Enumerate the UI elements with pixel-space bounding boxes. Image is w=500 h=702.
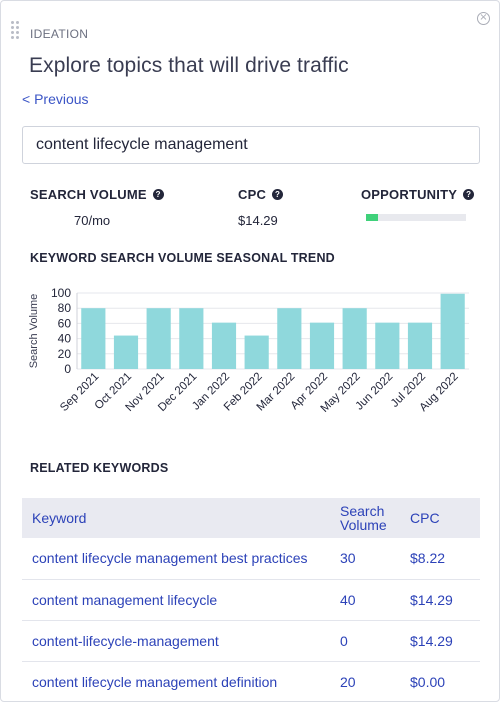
section-eyebrow: IDEATION [30,27,89,41]
keyword-link[interactable]: content-lifecycle-management [22,620,340,662]
keyword-link[interactable]: content management lifecycle [22,579,340,621]
bar [342,308,367,369]
bar [211,322,237,369]
previous-link[interactable]: < Previous [22,91,89,107]
chart-title: KEYWORD SEARCH VOLUME SEASONAL TREND [30,251,335,265]
cpc-cell: $0.00 [410,661,480,701]
y-tick-label: 20 [58,347,72,361]
keyword-link[interactable]: content lifecycle management best practi… [22,538,340,580]
search-volume-label: SEARCH VOLUME ? [30,187,164,202]
bar [146,308,171,369]
bar [407,322,433,369]
search-volume-cell: 0 [340,620,410,662]
table-row[interactable]: content management lifecycle 40 $14.29 [22,579,480,621]
table-row[interactable]: content-lifecycle-management 0 $14.29 [22,620,480,662]
search-volume-cell: 30 [340,538,410,580]
y-tick-label: 80 [58,301,72,315]
table-row[interactable]: content lifecycle management best practi… [22,538,480,580]
column-header-search-volume[interactable]: Search Volume [340,498,410,538]
bar [244,335,269,369]
search-volume-value: 70/mo [74,213,111,228]
help-icon[interactable]: ? [272,189,284,200]
table-row[interactable]: content lifecycle management definition … [22,661,480,701]
cpc-value: $14.29 [238,213,278,228]
table-header-row: Keyword Search Volume CPC [22,498,480,538]
related-keywords-table: Keyword Search Volume CPC content lifecy… [22,498,480,701]
y-tick-label: 0 [64,362,71,376]
opportunity-label: OPPORTUNITY ? [361,187,475,202]
bar [179,308,204,369]
search-input[interactable]: content lifecycle management [22,126,480,164]
bar [113,335,139,369]
column-header-keyword[interactable]: Keyword [22,498,340,538]
search-volume-cell: 40 [340,579,410,621]
search-volume-cell: 20 [340,661,410,701]
y-axis-label: Search Volume [28,294,40,369]
bar [277,308,302,369]
opportunity-label-text: OPPORTUNITY [361,187,458,202]
cpc-label: CPC ? [238,187,284,202]
bar [81,308,106,369]
opportunity-meter-fill [366,214,378,221]
search-volume-label-text: SEARCH VOLUME [30,187,147,202]
keyword-link[interactable]: content lifecycle management definition [22,661,340,701]
help-icon[interactable]: ? [152,189,164,200]
page-title: Explore topics that will drive traffic [29,54,349,77]
related-keywords-title: RELATED KEYWORDS [30,461,169,475]
help-icon[interactable]: ? [463,189,475,200]
opportunity-meter [366,214,466,221]
bar [440,293,465,369]
y-tick-label: 60 [58,316,72,330]
bar [375,322,400,369]
y-tick-label: 100 [51,286,71,300]
drag-handle-icon[interactable] [11,21,21,39]
cpc-cell: $14.29 [410,620,480,662]
cpc-cell: $14.29 [410,579,480,621]
column-header-cpc[interactable]: CPC [410,498,480,538]
x-tick-label: Sep 2021 [58,371,101,414]
bar [309,322,335,369]
cpc-cell: $8.22 [410,538,480,580]
close-icon[interactable]: × [477,12,490,25]
cpc-label-text: CPC [238,187,267,202]
y-tick-label: 40 [58,332,72,346]
